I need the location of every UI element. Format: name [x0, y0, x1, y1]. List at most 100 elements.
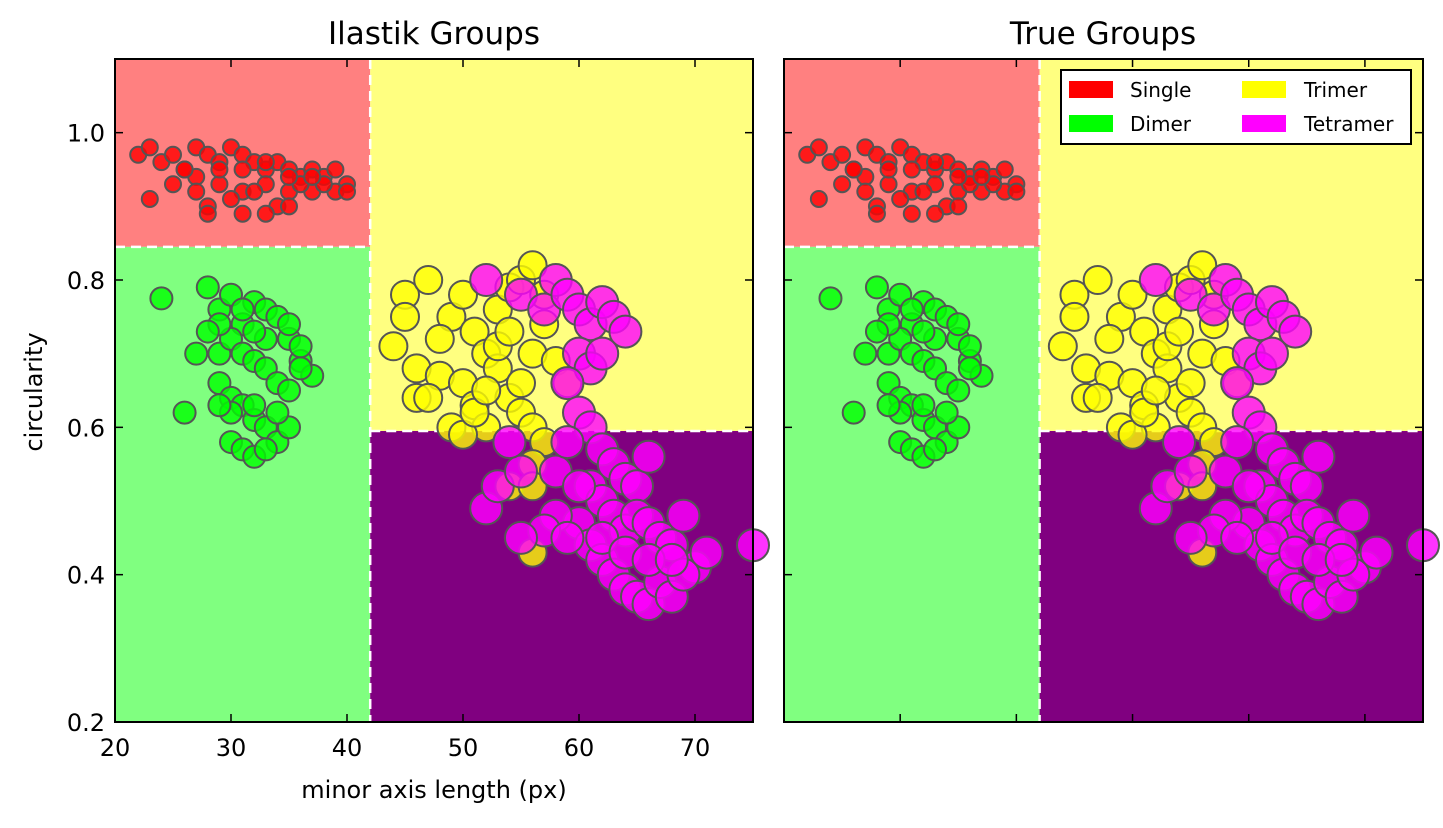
- y-tick-label: 0.4: [67, 562, 105, 590]
- y-axis-label: circularity: [20, 332, 48, 451]
- point-single: [338, 182, 356, 201]
- point-dimer: [911, 393, 936, 418]
- point-tetramer: [550, 520, 585, 555]
- legend-label-trimer: Trimer: [1303, 78, 1368, 102]
- point-single: [949, 167, 968, 186]
- point-single: [926, 204, 945, 223]
- right-plot-frame: [783, 58, 1424, 723]
- point-trimer: [1117, 279, 1148, 310]
- point-dimer: [934, 400, 959, 425]
- point-single: [140, 189, 159, 208]
- point-tetramer: [1220, 520, 1255, 555]
- point-single: [995, 160, 1014, 179]
- point-single: [879, 175, 898, 194]
- point-dimer: [242, 393, 267, 418]
- point-trimer: [1164, 316, 1195, 347]
- point-dimer: [253, 437, 278, 462]
- point-single: [949, 197, 968, 216]
- left-points: [129, 138, 770, 622]
- point-single: [210, 175, 229, 194]
- point-single: [280, 197, 298, 216]
- x-tick-label: 20: [100, 734, 131, 762]
- point-trimer: [424, 323, 455, 354]
- point-dimer: [841, 400, 866, 425]
- point-trimer: [506, 368, 536, 399]
- point-tetramer: [550, 425, 585, 460]
- x-tick-label: 70: [680, 734, 711, 762]
- point-trimer: [517, 250, 548, 281]
- point-single: [902, 204, 921, 223]
- point-dimer: [899, 297, 924, 322]
- point-single: [233, 204, 252, 223]
- x-tick-label: 50: [448, 734, 479, 762]
- y-tick-label: 1.0: [67, 120, 105, 148]
- x-tick-label: 60: [564, 734, 595, 762]
- point-single: [856, 182, 875, 201]
- x-tick-label: 40: [332, 734, 363, 762]
- point-single: [844, 160, 863, 179]
- point-single: [833, 175, 852, 194]
- point-dimer: [195, 319, 220, 344]
- point-dimer: [288, 334, 313, 359]
- point-tetramer: [504, 454, 538, 489]
- point-dimer: [265, 400, 290, 425]
- point-tetramer: [1359, 535, 1394, 570]
- point-trimer: [494, 316, 525, 347]
- point-dimer: [230, 297, 255, 322]
- y-tick-label: 0.2: [67, 709, 105, 737]
- point-tetramer: [1278, 314, 1313, 349]
- point-dimer: [184, 341, 209, 366]
- point-dimer: [911, 319, 936, 344]
- point-tetramer: [1336, 498, 1371, 533]
- point-single: [256, 153, 275, 172]
- point-dimer: [923, 437, 948, 462]
- point-dimer: [818, 286, 843, 311]
- point-tetramer: [585, 336, 620, 371]
- point-trimer: [413, 265, 444, 295]
- point-tetramer: [1220, 366, 1255, 401]
- right-points: [798, 138, 1440, 622]
- point-single: [175, 160, 194, 179]
- point-single: [222, 189, 240, 208]
- legend-label-tetramer: Tetramer: [1303, 112, 1394, 136]
- point-dimer: [288, 356, 313, 381]
- point-single: [303, 167, 322, 186]
- left-ticks: 20 30 40 50 60 70 0.2 0.4 0.6 0.8 1.0: [67, 59, 753, 762]
- true-groups-panel: True Groups Single Trimer Dimer Tetramer: [783, 16, 1440, 723]
- point-tetramer: [1254, 336, 1289, 371]
- point-tetramer: [1162, 425, 1197, 460]
- y-tick-label: 0.6: [67, 414, 105, 442]
- point-dimer: [876, 393, 901, 418]
- point-tetramer: [504, 520, 538, 555]
- point-dimer: [946, 312, 971, 337]
- point-dimer: [957, 356, 982, 381]
- legend-swatch-single: [1069, 81, 1113, 98]
- point-tetramer: [1173, 454, 1208, 489]
- point-trimer: [1082, 265, 1113, 295]
- point-tetramer: [469, 263, 504, 297]
- legend: Single Trimer Dimer Tetramer: [1060, 69, 1412, 145]
- point-tetramer: [492, 425, 527, 460]
- point-single: [809, 189, 828, 208]
- point-tetramer: [1324, 542, 1359, 577]
- point-single: [233, 160, 252, 179]
- point-single: [326, 160, 345, 179]
- point-trimer: [448, 279, 478, 310]
- point-single: [1007, 182, 1026, 201]
- point-single: [902, 160, 921, 179]
- point-tetramer: [562, 469, 596, 504]
- point-single: [164, 175, 182, 194]
- y-tick-label: 0.8: [67, 267, 105, 295]
- point-trimer: [1094, 323, 1125, 354]
- point-dimer: [207, 393, 232, 418]
- point-single: [280, 167, 298, 186]
- legend-swatch-trimer: [1242, 81, 1286, 98]
- point-tetramer: [550, 366, 585, 401]
- left-plot-frame: [114, 58, 754, 723]
- point-dimer: [149, 286, 174, 311]
- legend-box: [1060, 69, 1412, 145]
- point-trimer: [1047, 331, 1078, 362]
- left-chart-title: Ilastik Groups: [328, 16, 540, 52]
- point-dimer: [195, 275, 220, 300]
- point-trimer: [471, 375, 502, 406]
